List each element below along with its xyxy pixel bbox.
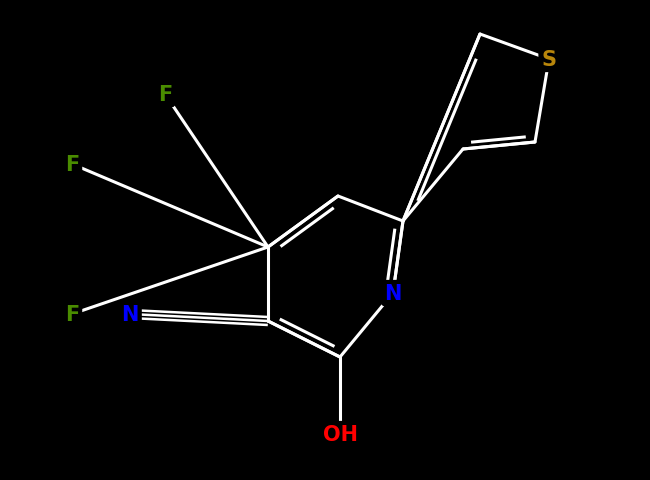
Text: OH: OH: [322, 424, 358, 444]
Text: F: F: [158, 85, 172, 105]
Text: N: N: [122, 304, 138, 324]
Text: N: N: [384, 283, 402, 303]
Text: F: F: [65, 155, 79, 175]
Text: S: S: [541, 50, 556, 70]
Text: F: F: [65, 304, 79, 324]
